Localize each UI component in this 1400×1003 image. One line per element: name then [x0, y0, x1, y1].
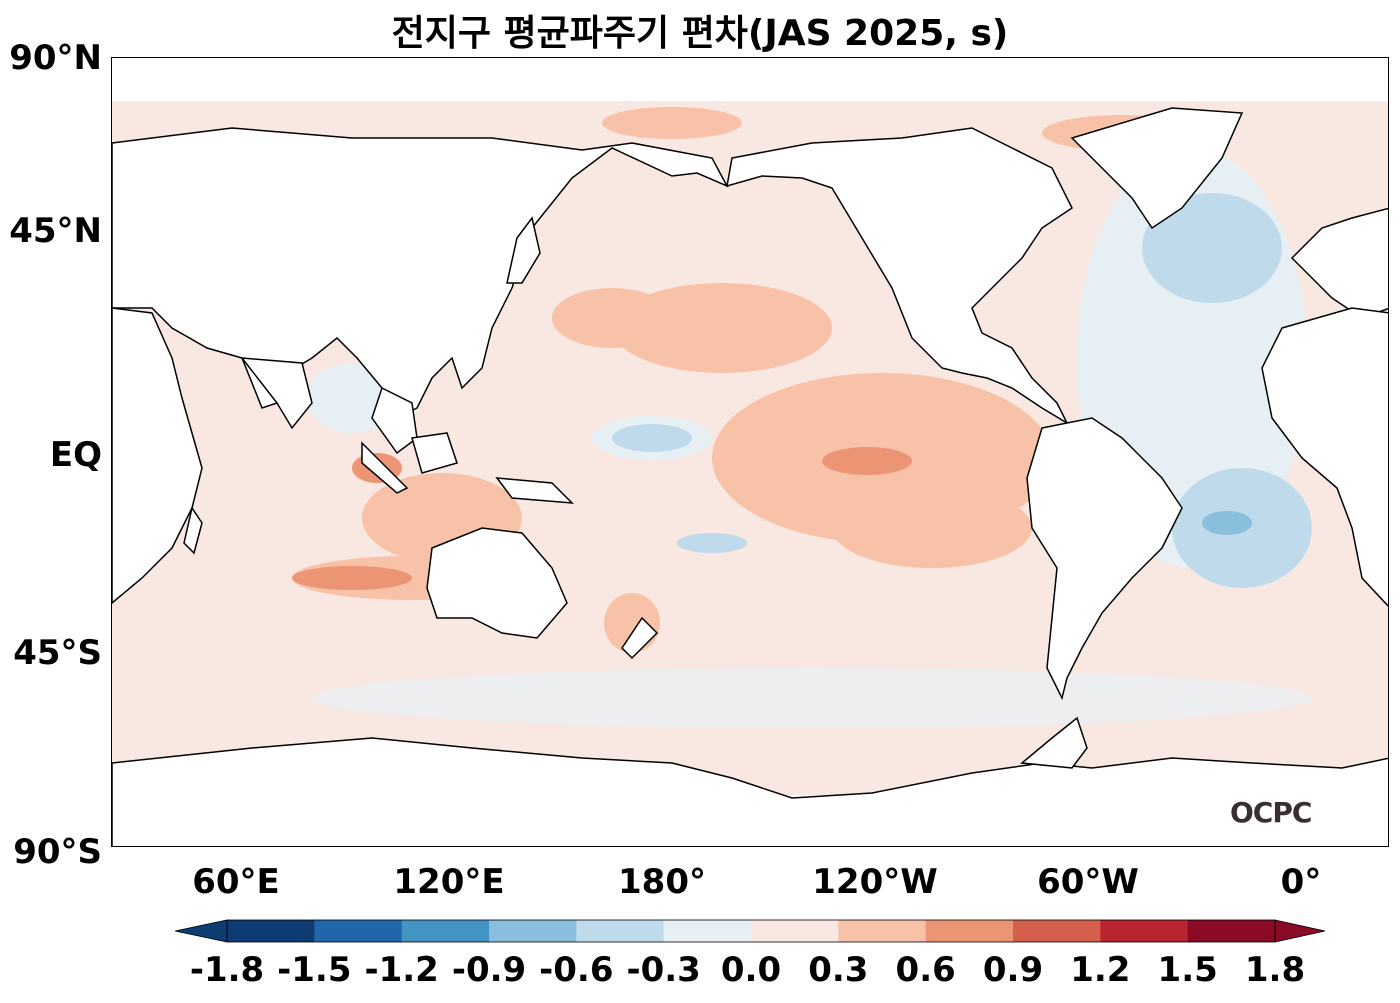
colorbar-swatch: [489, 920, 577, 942]
japan-land: [506, 216, 541, 284]
north-mask: [112, 58, 1388, 101]
arctic-warm-patch: [602, 107, 742, 139]
india-land: [240, 357, 313, 430]
colorbar-extend-min: [174, 919, 228, 943]
colorbar-swatch: [663, 920, 752, 942]
colorbar-frame: [226, 919, 1276, 943]
colorbar-swatch: [314, 920, 403, 942]
colorbar-extend-max: [1274, 919, 1326, 943]
colorbar-swatch: [576, 920, 665, 942]
x-tick-180: 180°: [618, 862, 706, 902]
colorbar-swatch: [925, 920, 1014, 942]
npac-warm-patch: [612, 283, 832, 373]
y-tick-45n: 45°N: [9, 211, 102, 251]
y-tick-90s: 90°S: [13, 832, 102, 872]
sumatra-land: [361, 441, 409, 494]
x-tick-60e: 60°E: [192, 862, 280, 902]
north-america-land: [726, 127, 1073, 425]
satl-strong-cool: [1202, 511, 1252, 535]
y-tick-45s: 45°S: [13, 633, 102, 673]
x-tick-0: 0°: [1280, 862, 1322, 902]
colorbar-swatch: [401, 920, 490, 942]
colorbar: [174, 919, 1326, 943]
map-title: 전지구 평균파주기 편차(JAS 2025, s): [391, 13, 1009, 54]
cpac-cool-core: [612, 424, 692, 452]
sea-land: [371, 386, 418, 455]
colorbar-tick-label: 0.3: [808, 950, 869, 990]
sio-strong-warm: [292, 566, 412, 590]
colorbar-tick-label: 1.8: [1244, 950, 1306, 990]
anomaly-map: [112, 58, 1388, 846]
colorbar-swatch: [1187, 920, 1276, 942]
x-tick-60w: 60°W: [1037, 862, 1139, 902]
borneo-land: [411, 432, 458, 474]
colorbar-tick-label: -1.2: [364, 950, 439, 990]
colorbar-tick-label: 1.2: [1070, 950, 1131, 990]
colorbar-tick-label: 0.9: [982, 950, 1044, 990]
land-polygons: [112, 107, 1388, 846]
colorbar-swatch: [838, 920, 927, 942]
npac-warm-patch-2: [552, 288, 672, 348]
sepac-warm-patch: [832, 488, 1032, 568]
x-tick-120w: 120°W: [812, 862, 938, 902]
colorbar-tick-label: -0.3: [626, 950, 701, 990]
eurasia-land: [112, 127, 729, 420]
africa-land: [112, 307, 203, 604]
colorbar-swatch: [1100, 920, 1189, 942]
y-tick-eq: EQ: [49, 435, 102, 475]
colorbar-swatch: [227, 920, 315, 942]
epac-strong-warm: [822, 447, 912, 475]
antarctic-peninsula-land: [1020, 716, 1088, 769]
nafrica-land: [1261, 307, 1388, 607]
colorbar-tick-label: -1.8: [189, 950, 265, 990]
y-tick-90n: 90°N: [9, 38, 102, 78]
colorbar-tick-label: -0.6: [539, 950, 614, 990]
new-guinea-land: [495, 477, 574, 504]
new-zealand-land: [621, 616, 659, 660]
australia-land: [426, 527, 568, 639]
colorbar-swatch: [751, 920, 839, 942]
colorbar-swatch: [1013, 920, 1101, 942]
colorbar-tick-label: 0.6: [895, 950, 956, 990]
colorbar-tick-label: -1.5: [277, 950, 352, 990]
colorbar-tick-label: -0.9: [451, 950, 527, 990]
colorbar-tick-label: 1.5: [1157, 950, 1218, 990]
map-panel: OCPC: [111, 57, 1389, 847]
madagascar-land: [183, 506, 203, 555]
natl-cool-core: [1142, 193, 1282, 303]
europe-land: [1290, 207, 1388, 319]
south-america-land: [1026, 417, 1183, 701]
ocpc-logo: OCPC: [1230, 796, 1312, 829]
southern-ocean-cool: [312, 668, 1312, 728]
colorbar-tick-label: 0.0: [720, 950, 782, 990]
greenland-land: [1070, 107, 1244, 230]
antarctica-land: [112, 737, 1388, 846]
x-tick-120e: 120°E: [393, 862, 505, 902]
spac-cool-patch: [677, 533, 747, 553]
